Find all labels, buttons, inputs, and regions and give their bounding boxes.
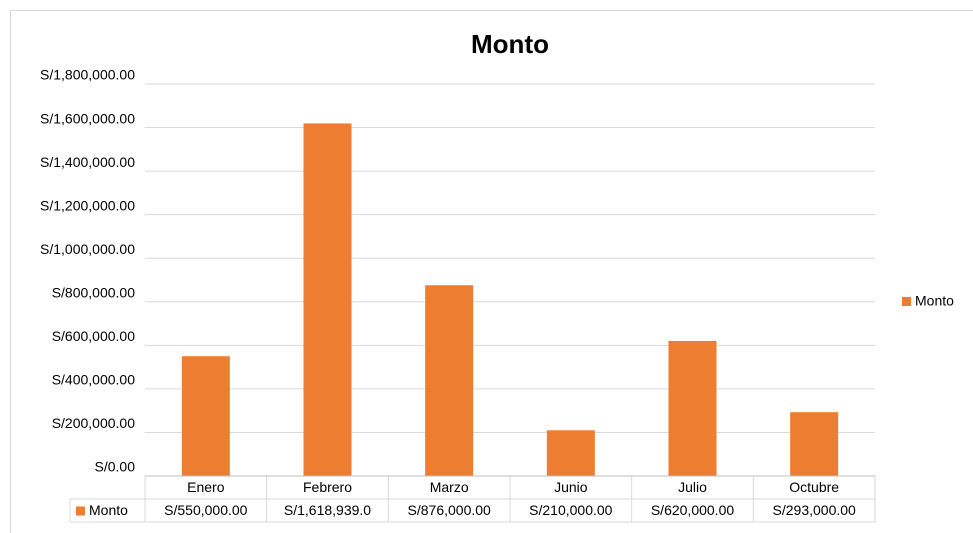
bar xyxy=(668,340,717,476)
legend-label: Monto xyxy=(915,293,954,309)
y-tick-label: S/1,200,000.00 xyxy=(40,197,135,213)
y-tick-label: S/1,600,000.00 xyxy=(40,110,135,126)
data-table-value: S/293,000.00 xyxy=(773,502,857,518)
y-tick-label: S/1,000,000.00 xyxy=(40,241,135,257)
x-tick-label: Enero xyxy=(187,479,225,495)
bar xyxy=(303,123,352,476)
x-tick-label: Octubre xyxy=(789,479,839,495)
y-tick-label: S/1,800,000.00 xyxy=(40,67,135,83)
x-tick-label: Marzo xyxy=(430,479,469,495)
y-tick-label: S/800,000.00 xyxy=(52,284,136,300)
bar xyxy=(181,356,230,476)
x-tick-label: Junio xyxy=(554,479,588,495)
y-tick-label: S/200,000.00 xyxy=(52,415,136,431)
y-tick-label: S/600,000.00 xyxy=(52,328,136,344)
data-table-value: S/620,000.00 xyxy=(651,502,735,518)
data-table-value: S/550,000.00 xyxy=(164,502,248,518)
chart-title: Monto xyxy=(471,29,549,59)
data-table-value: S/876,000.00 xyxy=(408,502,492,518)
table-legend-label: Monto xyxy=(89,502,128,518)
y-tick-label: S/0.00 xyxy=(95,459,136,475)
bar xyxy=(790,412,839,476)
x-tick-label: Febrero xyxy=(303,479,352,495)
y-tick-label: S/400,000.00 xyxy=(52,372,136,388)
table-legend-key xyxy=(76,506,85,516)
y-tick-label: S/1,400,000.00 xyxy=(40,154,135,170)
x-tick-label: Julio xyxy=(678,479,707,495)
data-table-value: S/1,618,939.0 xyxy=(284,502,371,518)
data-table-value: S/210,000.00 xyxy=(529,502,613,518)
bar xyxy=(546,430,595,476)
bar xyxy=(425,285,474,476)
legend-key xyxy=(902,297,911,306)
